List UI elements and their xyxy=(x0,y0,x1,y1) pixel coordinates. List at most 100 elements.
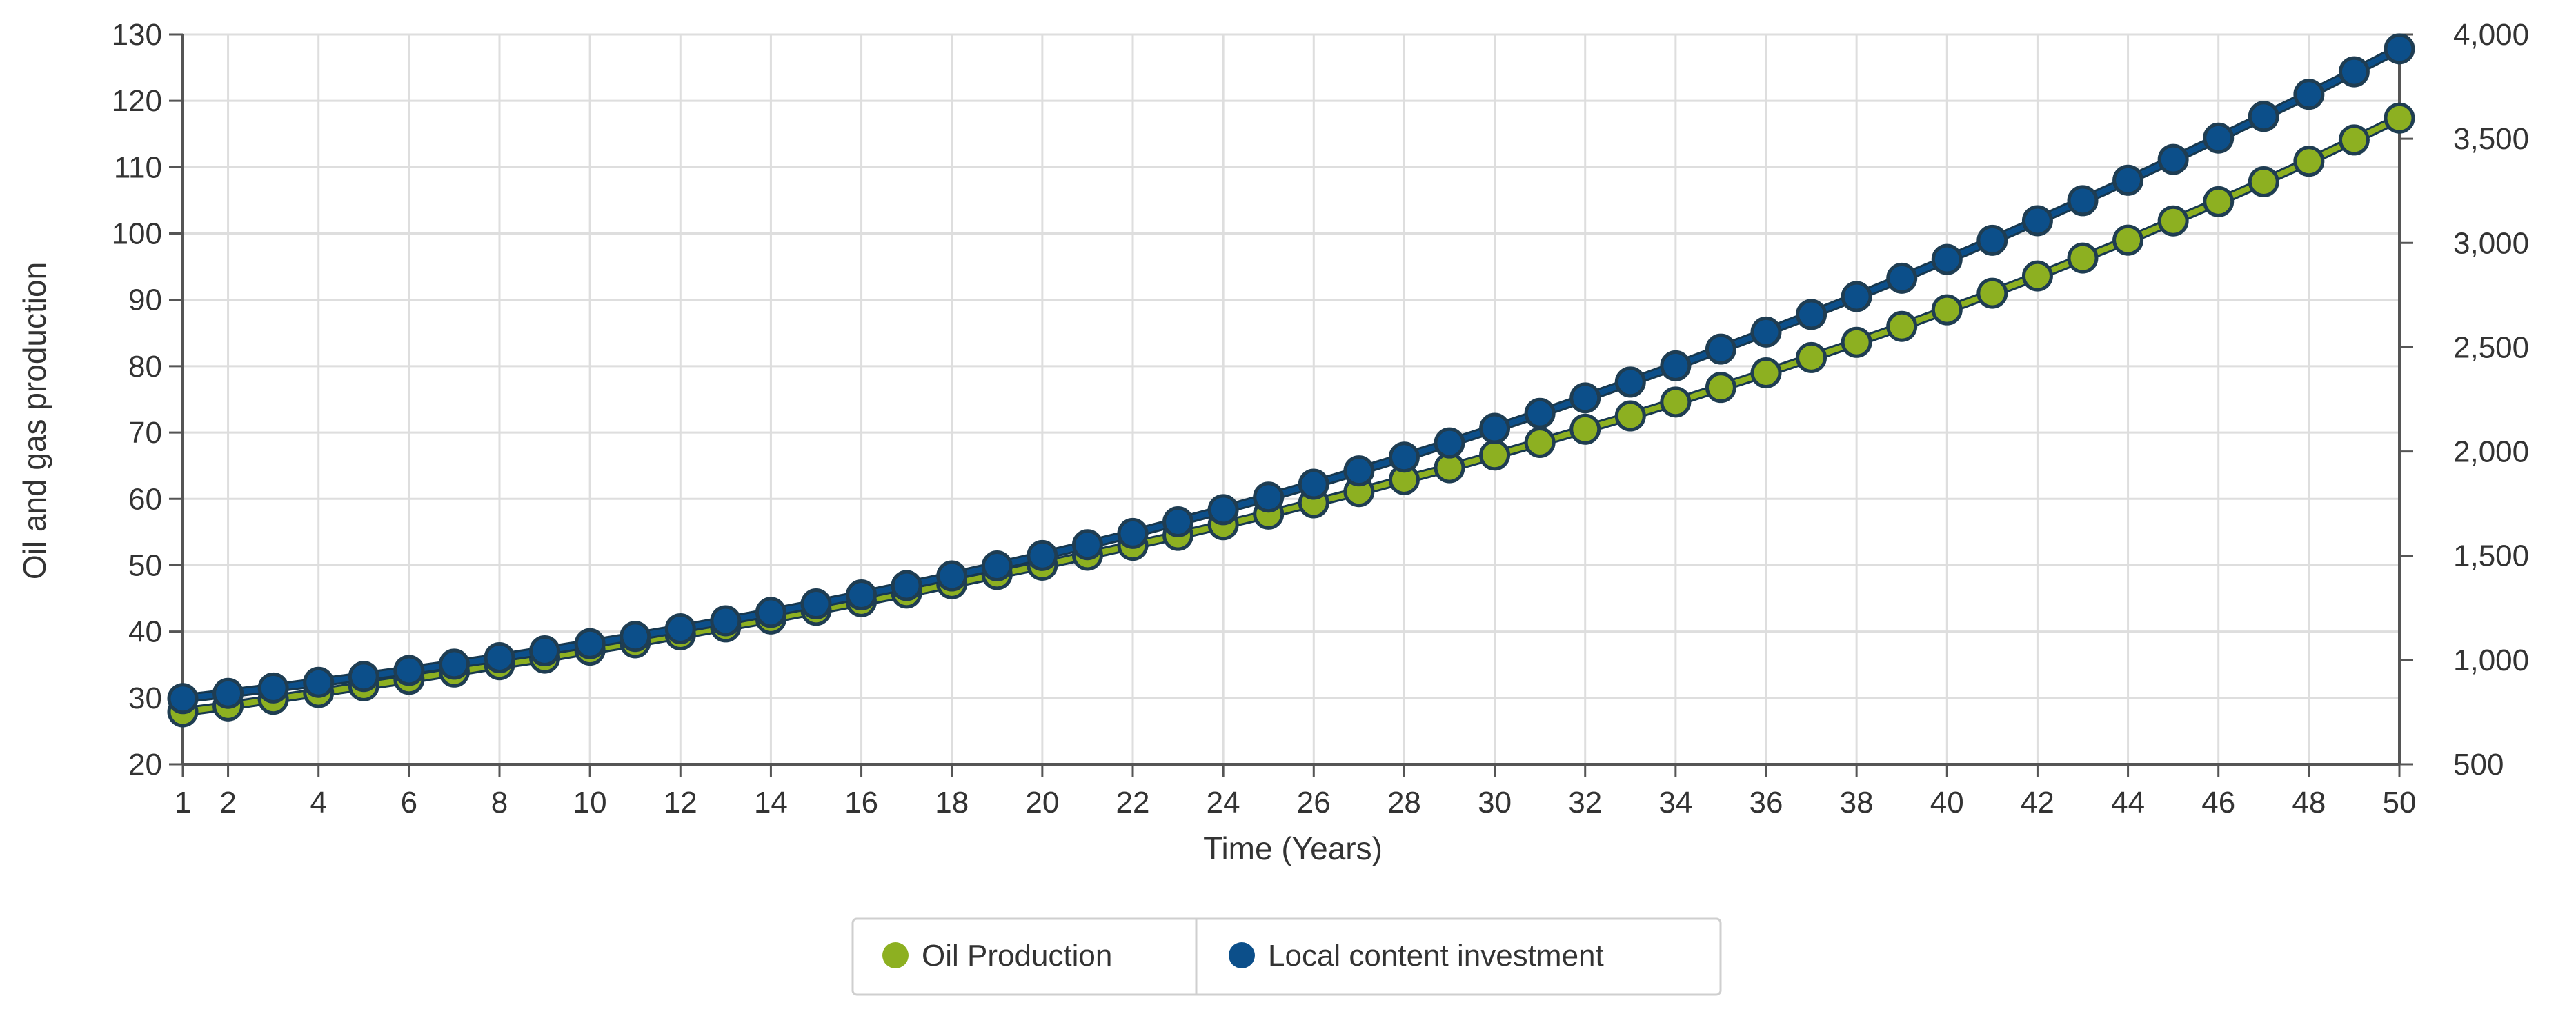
y-right-tick-label: 4,000 xyxy=(2453,18,2529,52)
data-point-local-content-investment xyxy=(2157,143,2189,175)
data-point-oil-production xyxy=(1886,310,1918,342)
data-point-local-content-investment xyxy=(1388,441,1420,473)
data-point-local-content-investment xyxy=(2067,185,2099,217)
x-tick-label: 38 xyxy=(1840,786,1874,819)
x-tick-label: 26 xyxy=(1297,786,1331,819)
y-axis-title: Oil and gas production xyxy=(17,262,52,579)
series xyxy=(167,33,2415,728)
data-point-oil-production xyxy=(1796,341,1827,373)
data-point-local-content-investment xyxy=(212,677,244,709)
data-point-local-content-investment xyxy=(2203,122,2235,154)
data-point-oil-production xyxy=(2293,146,2325,177)
data-point-local-content-investment xyxy=(755,597,786,628)
y-left-tick-label: 130 xyxy=(112,18,162,52)
data-point-local-content-investment xyxy=(1796,299,1827,330)
x-tick-label: 8 xyxy=(491,786,508,819)
data-point-local-content-investment xyxy=(1253,481,1285,513)
y-right-tick-label: 2,000 xyxy=(2453,435,2529,469)
legend: Oil Production Local content investment xyxy=(851,917,1722,996)
data-point-local-content-investment xyxy=(2248,101,2279,132)
data-point-local-content-investment xyxy=(1705,333,1736,365)
data-point-local-content-investment xyxy=(936,560,968,592)
data-point-oil-production xyxy=(1660,386,1692,418)
y-left-tick-label: 60 xyxy=(128,482,162,516)
data-point-oil-production xyxy=(2112,224,2144,256)
data-point-local-content-investment xyxy=(1027,539,1058,571)
x-tick-label: 40 xyxy=(1930,786,1964,819)
x-tick-label: 1 xyxy=(175,786,191,819)
data-point-local-content-investment xyxy=(1479,412,1511,444)
data-point-oil-production xyxy=(1524,427,1556,459)
legend-item-oil-production[interactable]: Oil Production xyxy=(882,939,1112,973)
y-left-tick-label: 90 xyxy=(128,283,162,317)
data-point-local-content-investment xyxy=(664,613,696,645)
x-tick-label: 28 xyxy=(1387,786,1421,819)
x-tick-label: 22 xyxy=(1116,786,1150,819)
y-left-tick-label: 80 xyxy=(128,350,162,384)
data-point-local-content-investment xyxy=(2384,33,2415,65)
data-point-local-content-investment xyxy=(981,550,1013,582)
x-tick-label: 4 xyxy=(310,786,326,819)
data-point-oil-production xyxy=(1479,439,1511,471)
data-point-oil-production xyxy=(1705,372,1736,404)
x-tick-label: 48 xyxy=(2292,786,2326,819)
data-point-oil-production xyxy=(1569,413,1601,445)
data-point-oil-production xyxy=(1931,294,1963,326)
y-left-tick-label: 20 xyxy=(128,748,162,782)
axis-labels: Time (Years) Oil and gas production xyxy=(17,262,1383,866)
data-point-oil-production xyxy=(1976,277,2008,309)
data-point-local-content-investment xyxy=(1524,397,1556,429)
y-right-tick-label: 3,500 xyxy=(2453,122,2529,156)
data-point-local-content-investment xyxy=(1841,281,1872,312)
data-point-local-content-investment xyxy=(1434,427,1465,459)
x-tick-label: 42 xyxy=(2021,786,2054,819)
y-right-tick-label: 1,500 xyxy=(2453,539,2529,573)
data-point-local-content-investment xyxy=(2293,79,2325,110)
data-point-oil-production xyxy=(2384,102,2415,134)
y-left-tick-label: 120 xyxy=(112,84,162,118)
x-tick-label: 2 xyxy=(219,786,236,819)
legend-marker-oil-production xyxy=(882,942,909,968)
x-axis-title: Time (Years) xyxy=(1203,830,1383,866)
y-right-tick-label: 3,000 xyxy=(2453,226,2529,260)
data-point-local-content-investment xyxy=(1343,455,1375,487)
data-point-local-content-investment xyxy=(257,672,289,704)
data-point-local-content-investment xyxy=(1207,494,1239,526)
x-tick-label: 10 xyxy=(573,786,607,819)
y-left-tick-label: 100 xyxy=(112,217,162,251)
legend-label-oil-production: Oil Production xyxy=(922,939,1112,973)
data-point-local-content-investment xyxy=(303,666,335,698)
y-right-tick-label: 1,000 xyxy=(2453,644,2529,677)
x-tick-label: 24 xyxy=(1207,786,1240,819)
data-point-local-content-investment xyxy=(800,588,832,620)
data-point-local-content-investment xyxy=(1117,517,1149,549)
x-tick-label: 30 xyxy=(1478,786,1512,819)
data-point-local-content-investment xyxy=(1750,316,1782,348)
legend-item-local-content-investment[interactable]: Local content investment xyxy=(1229,939,1604,973)
x-tick-label: 46 xyxy=(2201,786,2235,819)
data-point-oil-production xyxy=(2067,242,2099,274)
y-left-tick-label: 110 xyxy=(114,150,162,184)
y-left-tick-label: 30 xyxy=(128,681,162,715)
data-point-local-content-investment xyxy=(1931,243,1963,275)
legend-label-local-content-investment: Local content investment xyxy=(1268,939,1604,973)
data-point-local-content-investment xyxy=(348,661,379,693)
data-point-local-content-investment xyxy=(1660,350,1692,381)
data-point-local-content-investment xyxy=(1614,366,1646,398)
data-point-local-content-investment xyxy=(1071,529,1103,561)
data-point-local-content-investment xyxy=(2112,164,2144,196)
data-point-local-content-investment xyxy=(1976,224,2008,256)
y-right-tick-label: 500 xyxy=(2453,748,2504,782)
data-point-local-content-investment xyxy=(167,683,199,715)
data-point-local-content-investment xyxy=(1162,506,1194,537)
data-point-local-content-investment xyxy=(529,635,561,667)
x-tick-label: 12 xyxy=(664,786,697,819)
data-point-local-content-investment xyxy=(2021,205,2053,237)
data-point-local-content-investment xyxy=(2338,56,2370,88)
data-point-oil-production xyxy=(2248,166,2279,198)
data-point-oil-production xyxy=(2338,124,2370,156)
x-tick-label: 34 xyxy=(1658,786,1692,819)
data-point-local-content-investment xyxy=(846,579,878,611)
data-point-local-content-investment xyxy=(1886,262,1918,294)
